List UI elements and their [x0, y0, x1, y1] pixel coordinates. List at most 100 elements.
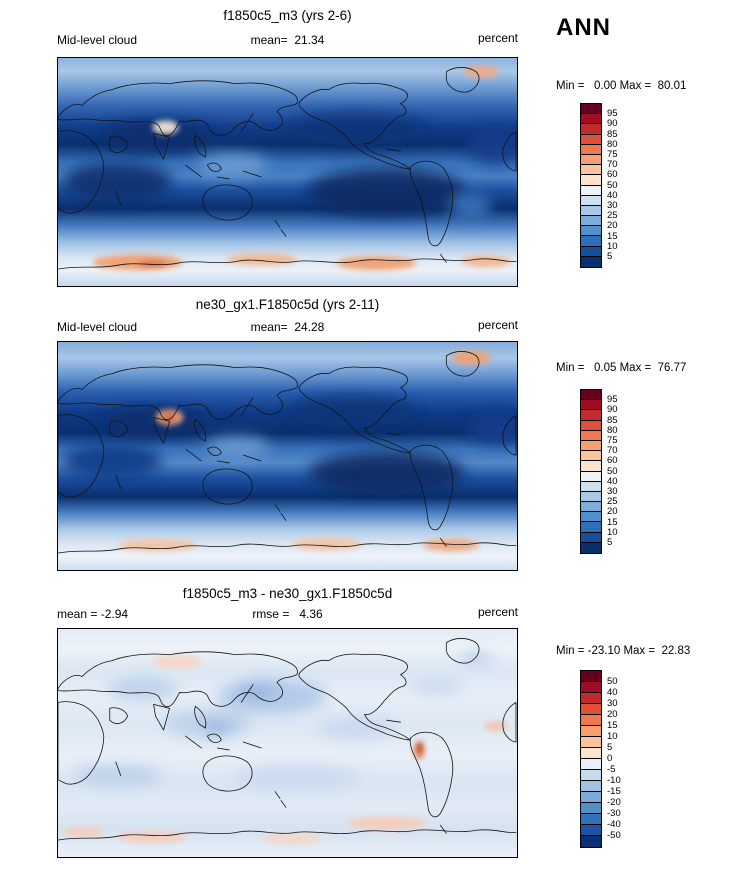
colorbar-tick-label: 5	[607, 537, 613, 548]
panel1-minmax-label: Min = 0.00 Max = 80.01	[556, 80, 687, 92]
panel3-units-label: percent	[477, 605, 518, 619]
colorbar-cell	[581, 704, 601, 715]
colorbar-cell	[581, 803, 601, 814]
panel2-minmax-label: Min = 0.05 Max = 76.77	[556, 362, 687, 374]
colorbar-tick-label: 15	[607, 720, 618, 731]
panel1-map-plot	[58, 58, 517, 286]
panel1-stats-row: Mid-level cloud mean= 21.34 percent	[57, 31, 518, 49]
colorbar-cell	[581, 759, 601, 770]
colorbar-cell	[581, 175, 601, 186]
panel3-mean-label: mean = -2.94	[57, 607, 129, 621]
colorbar-cell	[581, 715, 601, 726]
colorbar-cell	[581, 246, 601, 257]
panel3-map-plot	[58, 629, 517, 857]
colorbar-cell	[581, 185, 601, 196]
colorbar-cell	[581, 781, 601, 792]
colorbar-tick-label: 10	[607, 240, 618, 252]
panel1-map	[57, 57, 518, 287]
panel1-title: f1850c5_m3 (yrs 2-6)	[223, 8, 352, 23]
panel2-map-plot	[58, 342, 517, 570]
colorbar-tick-label: -30	[607, 808, 621, 819]
panel2-colorbar: 95 90 85 80 75 70 60 50 40 30 25 20 15 10 5	[580, 389, 618, 555]
colorbar-tick-label: -10	[607, 775, 621, 786]
colorbar-cell	[581, 114, 601, 125]
colorbar-tick-label: -40	[607, 819, 621, 830]
colorbar-tick-label: 10	[607, 526, 618, 538]
panel2-map	[57, 341, 518, 571]
panel2-title: ne30_gx1.F1850c5d (yrs 2-11)	[195, 297, 380, 312]
colorbar-cell	[581, 440, 601, 452]
colorbar-tick-label: 60	[607, 169, 618, 181]
colorbar-cell	[581, 491, 601, 503]
colorbar-cell	[581, 195, 601, 206]
panel3-minmax-label: Min = -23.10 Max = 22.83	[556, 645, 691, 657]
colorbar-cell	[581, 682, 601, 693]
colorbar-tick-label: -20	[607, 797, 621, 808]
colorbar-tick-label: 15	[607, 516, 618, 528]
colorbar-tick-label: 15	[607, 230, 618, 242]
colorbar-tick-label: 30	[607, 698, 618, 709]
colorbar-tick-label: 30	[607, 486, 618, 497]
colorbar-tick-label: 25	[607, 496, 618, 508]
colorbar-cell	[581, 430, 601, 441]
colorbar-tick-label: 5	[607, 742, 613, 753]
colorbar-cell	[581, 522, 601, 533]
colorbar-cell	[581, 502, 601, 513]
colorbar-cell	[581, 542, 601, 553]
panel1-colorbar: 95 90 85 80 75 70 60 50 40 30 25 20 15 10 5	[580, 103, 618, 269]
colorbar-tick-label: 30	[607, 200, 618, 211]
colorbar-tick-label: 10	[607, 731, 618, 742]
colorbar-cell	[581, 134, 601, 145]
colorbar-cell	[581, 154, 601, 166]
colorbar-tick-label: 80	[607, 424, 618, 436]
colorbar-tick-label: 85	[607, 414, 618, 426]
colorbar-tick-label: 80	[607, 138, 618, 150]
colorbar-tick-label: 70	[607, 159, 618, 171]
colorbar-cell	[581, 144, 601, 155]
colorbar-cell	[581, 770, 601, 781]
colorbar-cell	[581, 256, 601, 267]
colorbar-tick-label: 70	[607, 445, 618, 457]
panel1-units-label: percent	[477, 31, 518, 45]
colorbar-tick-label: 90	[607, 118, 618, 130]
colorbar-cell	[581, 481, 601, 492]
colorbar-cell	[581, 836, 601, 847]
colorbar-tick-label: 75	[607, 435, 618, 446]
colorbar-cell	[581, 825, 601, 836]
colorbar-cell	[581, 124, 601, 135]
colorbar-tick-label: 85	[607, 128, 618, 140]
colorbar-cell	[581, 165, 601, 176]
colorbar-cell	[581, 104, 601, 115]
season-label: ANN	[556, 14, 611, 41]
colorbar-cell	[581, 205, 601, 217]
colorbar-tick-label: 50	[607, 465, 618, 477]
colorbar-tick-label: 50	[607, 676, 618, 687]
colorbar-cell	[581, 693, 601, 704]
colorbar-tick-label: 40	[607, 475, 618, 487]
colorbar-cell	[581, 737, 601, 748]
panel3-colorbar: 50 40 30 20 15 10 5 0 -5 -10 -15 -20 -30 -40 -50	[580, 670, 621, 848]
panel3-title: f1850c5_m3 - ne30_gx1.F1850c5d	[182, 586, 393, 601]
colorbar-tick-label: 95	[607, 108, 618, 120]
colorbar-cell	[581, 532, 601, 543]
colorbar-tick-label: 75	[607, 149, 618, 160]
panel3-map	[57, 628, 518, 858]
colorbar-cell	[581, 471, 601, 482]
colorbar-cell	[581, 216, 601, 227]
colorbar-tick-label: 90	[607, 404, 618, 416]
colorbar-cell	[581, 390, 601, 401]
colorbar-cell	[581, 726, 601, 737]
colorbar-cell	[581, 420, 601, 431]
colorbar-cell	[581, 814, 601, 825]
colorbar-cell	[581, 451, 601, 462]
colorbar-tick-label: -50	[607, 830, 621, 841]
colorbar-tick-label: 20	[607, 709, 618, 720]
colorbar-cell	[581, 410, 601, 421]
panel1-mean-label: mean= 21.34	[250, 33, 325, 47]
colorbar-cell	[581, 236, 601, 247]
colorbar-tick-label: 40	[607, 189, 618, 201]
colorbar-cell	[581, 226, 601, 237]
colorbar-tick-label: -15	[607, 786, 621, 797]
colorbar-tick-label: 95	[607, 394, 618, 406]
